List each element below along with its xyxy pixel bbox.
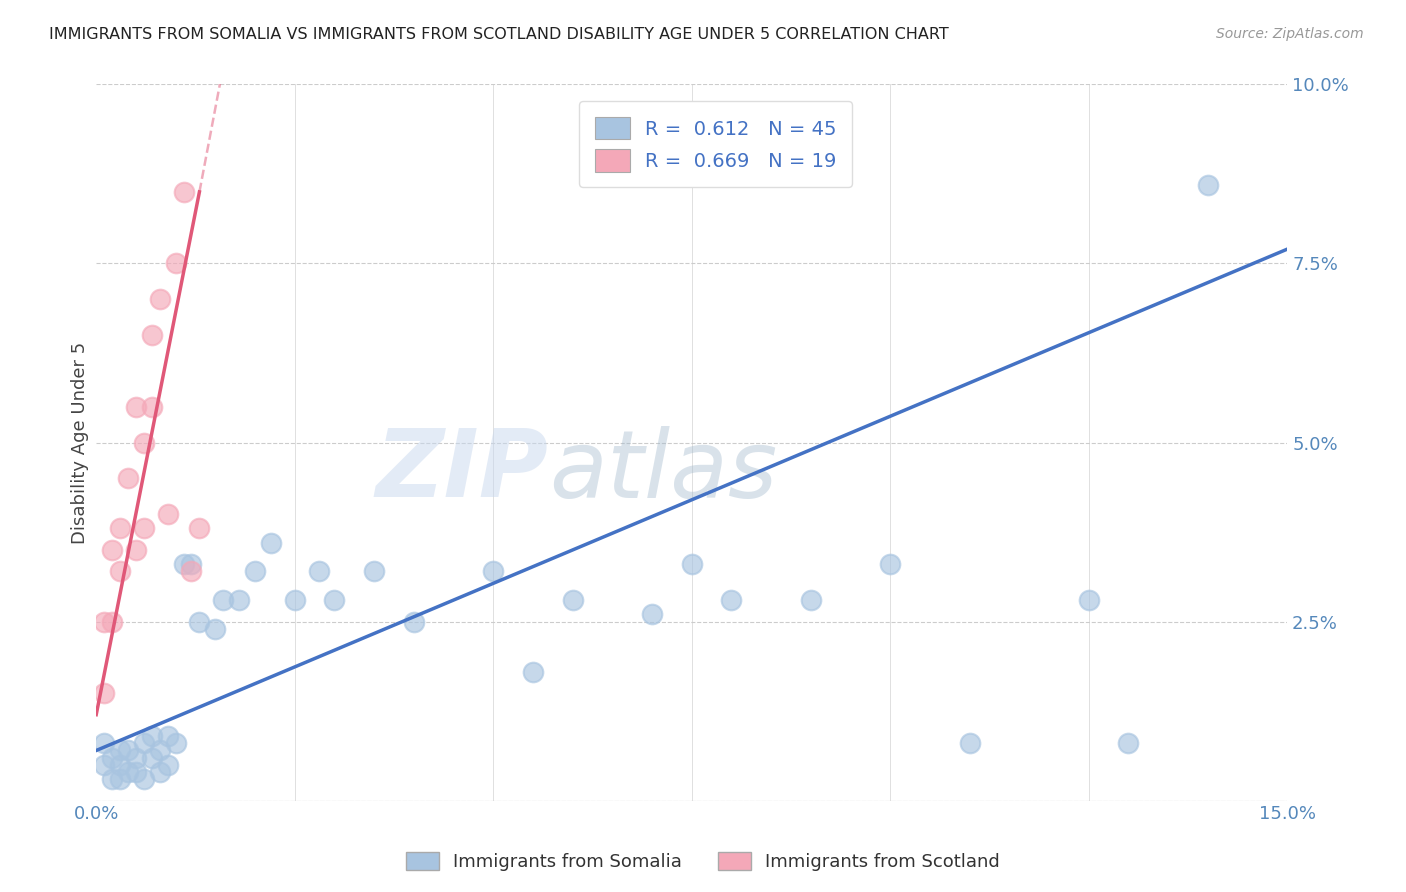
Point [141, 328, 163, 343]
Point [308, 565, 330, 579]
Point [522, 665, 544, 679]
Point [117, 743, 139, 757]
Point [641, 607, 664, 622]
Point [165, 256, 187, 270]
Point [117, 764, 139, 779]
Point [879, 558, 901, 572]
Text: atlas: atlas [548, 425, 778, 516]
Point [149, 293, 172, 307]
Point [149, 764, 172, 779]
Point [720, 593, 742, 607]
Point [108, 772, 131, 786]
Point [101, 543, 124, 558]
Point [125, 764, 148, 779]
Point [681, 558, 703, 572]
Point [156, 757, 179, 772]
Point [173, 185, 195, 199]
Point [402, 615, 425, 629]
Point [323, 593, 346, 607]
Point [132, 772, 155, 786]
Point [561, 593, 583, 607]
Point [800, 593, 823, 607]
Point [1118, 736, 1140, 750]
Point [156, 729, 179, 743]
Point [482, 565, 505, 579]
Point [141, 750, 163, 764]
Text: Source: ZipAtlas.com: Source: ZipAtlas.com [1216, 27, 1364, 41]
Point [141, 729, 163, 743]
Legend: Immigrants from Somalia, Immigrants from Scotland: Immigrants from Somalia, Immigrants from… [399, 845, 1007, 879]
Point [117, 471, 139, 485]
Point [959, 736, 981, 750]
Point [93, 686, 115, 700]
Point [180, 558, 202, 572]
Point [1077, 593, 1099, 607]
Point [1197, 178, 1219, 192]
Y-axis label: Disability Age Under 5: Disability Age Under 5 [72, 342, 89, 543]
Point [125, 400, 148, 414]
Point [188, 615, 211, 629]
Point [125, 750, 148, 764]
Point [125, 543, 148, 558]
Text: IMMIGRANTS FROM SOMALIA VS IMMIGRANTS FROM SCOTLAND DISABILITY AGE UNDER 5 CORRE: IMMIGRANTS FROM SOMALIA VS IMMIGRANTS FR… [49, 27, 949, 42]
Text: ZIP: ZIP [375, 425, 548, 517]
Point [101, 615, 124, 629]
Point [101, 750, 124, 764]
Point [165, 736, 187, 750]
Point [284, 593, 307, 607]
Point [228, 593, 250, 607]
Legend: R =  0.612   N = 45, R =  0.669   N = 19: R = 0.612 N = 45, R = 0.669 N = 19 [579, 102, 852, 187]
Point [93, 736, 115, 750]
Point [101, 772, 124, 786]
Point [212, 593, 235, 607]
Point [188, 521, 211, 535]
Point [132, 521, 155, 535]
Point [149, 743, 172, 757]
Point [363, 565, 385, 579]
Point [93, 757, 115, 772]
Point [141, 400, 163, 414]
Point [108, 743, 131, 757]
Point [132, 736, 155, 750]
Point [243, 565, 266, 579]
Point [173, 558, 195, 572]
Point [108, 757, 131, 772]
Point [108, 521, 131, 535]
Point [204, 622, 226, 636]
Point [132, 435, 155, 450]
Point [93, 615, 115, 629]
Point [180, 565, 202, 579]
Point [108, 565, 131, 579]
Point [260, 536, 283, 550]
Point [156, 507, 179, 521]
